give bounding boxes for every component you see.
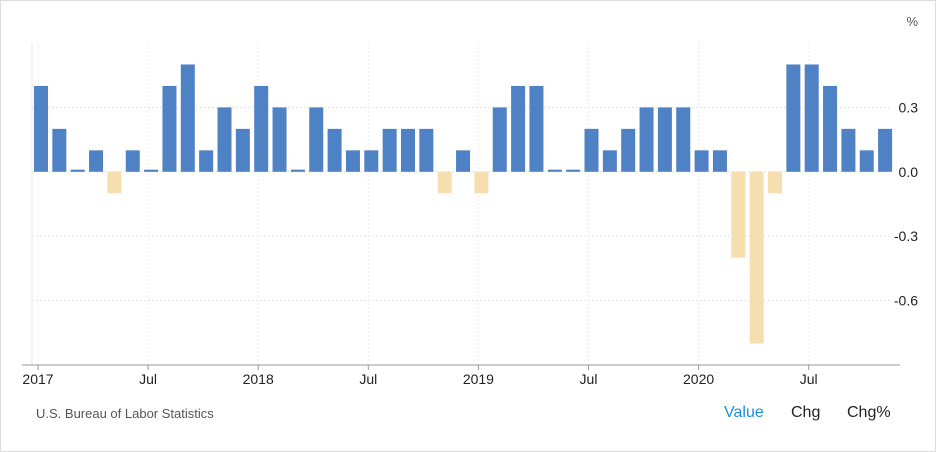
y-tick-label: 0.0 <box>899 164 919 180</box>
bar <box>382 128 397 172</box>
y-tick-label: -0.6 <box>894 293 918 309</box>
bar <box>199 150 214 172</box>
bar <box>492 107 507 172</box>
x-tick-label: 2017 <box>22 371 53 387</box>
bar <box>254 85 269 172</box>
bar <box>804 64 819 172</box>
x-tick-label: Jul <box>800 371 818 387</box>
bar <box>823 85 838 172</box>
chg-pct-button[interactable]: Chg% <box>847 404 891 421</box>
bar <box>639 107 654 172</box>
bar <box>364 150 379 172</box>
bar <box>327 128 342 172</box>
bar <box>676 107 691 172</box>
bar <box>584 128 599 172</box>
bar <box>878 128 893 172</box>
bar <box>162 85 177 172</box>
bar <box>401 128 415 172</box>
bar <box>547 169 562 172</box>
bar <box>602 150 617 172</box>
bar <box>437 171 452 194</box>
x-tick-label: Jul <box>139 371 157 387</box>
bar <box>180 64 195 172</box>
y-tick-label: -0.3 <box>894 228 918 244</box>
x-tick-label: 2020 <box>683 371 714 387</box>
bar <box>786 64 801 172</box>
bar <box>566 169 581 172</box>
bar <box>529 85 544 172</box>
unit-label: % <box>906 14 918 29</box>
bar <box>52 128 67 172</box>
x-tick-label: 2018 <box>243 371 274 387</box>
bar <box>511 85 526 172</box>
bar <box>841 128 856 172</box>
x-tick-label: Jul <box>359 371 377 387</box>
bar <box>621 128 636 172</box>
y-tick-label: 0.3 <box>899 99 919 115</box>
bar <box>474 171 489 194</box>
x-tick-label: Jul <box>580 371 598 387</box>
bar <box>309 107 324 172</box>
bar <box>107 171 122 194</box>
bar <box>712 150 727 172</box>
bar <box>694 150 709 172</box>
bar <box>235 128 250 172</box>
bar <box>859 150 874 172</box>
bar <box>419 128 434 172</box>
x-tick-label: 2019 <box>463 371 494 387</box>
bar <box>125 150 140 172</box>
bar <box>768 171 782 194</box>
bar <box>272 107 287 172</box>
bar <box>749 171 764 344</box>
bar <box>144 169 159 172</box>
bar <box>70 169 85 172</box>
bar <box>456 150 471 172</box>
chg-button[interactable]: Chg <box>791 404 821 421</box>
source: U.S. Bureau of Labor Statistics <box>36 406 214 421</box>
value-button[interactable]: Value <box>724 404 764 421</box>
bar <box>89 150 104 172</box>
bar <box>217 107 232 172</box>
bar <box>657 107 672 172</box>
bar <box>290 169 305 172</box>
bar <box>345 150 360 172</box>
bar <box>731 171 746 258</box>
bar <box>34 85 48 172</box>
